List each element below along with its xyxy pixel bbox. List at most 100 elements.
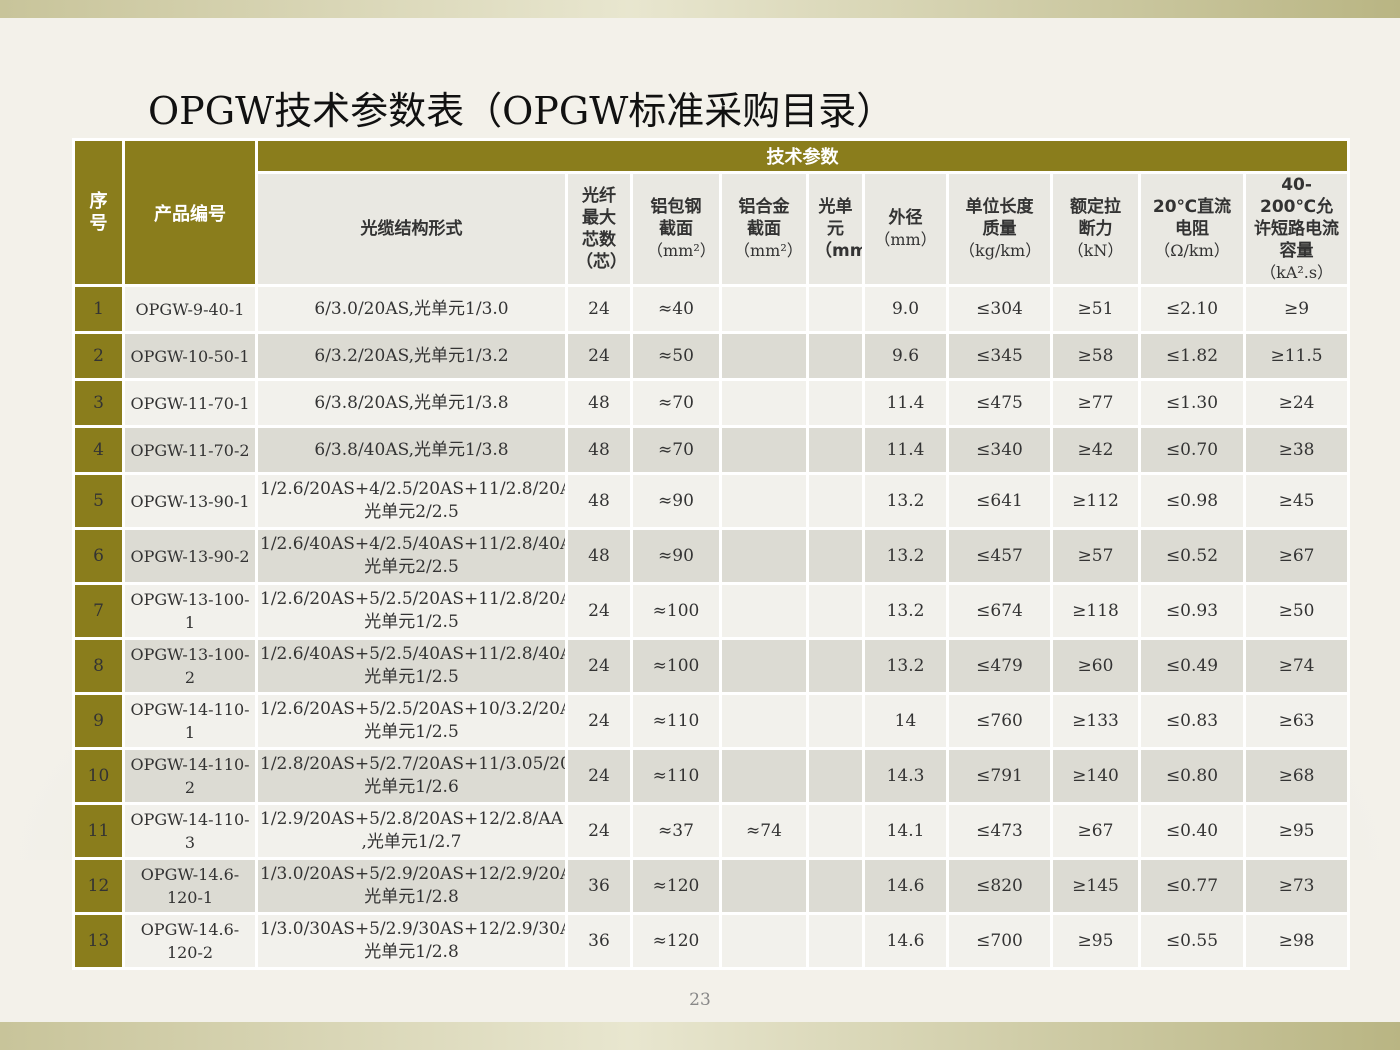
- cell-mass: ≤345: [946, 331, 1053, 381]
- cell-unit-element: [806, 692, 865, 750]
- cell-fiber-count: 36: [565, 857, 633, 915]
- cell-resistance: ≤0.70: [1138, 425, 1246, 475]
- cell-structure: 1/2.6/20AS+4/2.5/20AS+11/2.8/20AS,光单元2/2…: [255, 472, 568, 530]
- cell-diameter: 11.4: [862, 425, 949, 475]
- cell-unit-element: [806, 472, 865, 530]
- cell-seq: 5: [72, 472, 125, 530]
- header-resistance: 20℃直流电阻 （Ω/km）: [1138, 171, 1246, 287]
- cell-mass: ≤304: [946, 284, 1053, 334]
- table-row: 11 OPGW-14-110-3 1/2.9/20AS+5/2.8/20AS+12/…: [72, 802, 1351, 860]
- cell-resistance: ≤2.10: [1138, 284, 1246, 334]
- cell-short-circuit: ≥63: [1242, 692, 1351, 750]
- cell-tensile: ≥95: [1050, 912, 1141, 970]
- cell-acs-section: ≈120: [630, 912, 722, 970]
- cell-mass: ≤641: [946, 472, 1053, 530]
- cell-structure: 6/3.8/20AS,光单元1/3.8: [255, 378, 568, 428]
- cell-structure: 6/3.8/40AS,光单元1/3.8: [255, 425, 568, 475]
- cell-mass: ≤475: [946, 378, 1053, 428]
- cell-resistance: ≤1.82: [1138, 331, 1246, 381]
- table-row: 9 OPGW-14-110-1 1/2.6/20AS+5/2.5/20AS+10/3…: [72, 692, 1351, 750]
- cell-acs-section: ≈70: [630, 378, 722, 428]
- cell-structure: 6/3.0/20AS,光单元1/3.0: [255, 284, 568, 334]
- cell-mass: ≤457: [946, 527, 1053, 585]
- cell-unit-element: [806, 527, 865, 585]
- cell-tensile: ≥140: [1050, 747, 1141, 805]
- cell-diameter: 14.3: [862, 747, 949, 805]
- cell-seq: 7: [72, 582, 125, 640]
- table-body: 1 OPGW-9-40-1 6/3.0/20AS,光单元1/3.0 24 ≈40 9.0 ≤…: [72, 284, 1351, 970]
- header-acs-section: 铝包钢截面 （mm²）: [630, 171, 722, 287]
- cell-short-circuit: ≥11.5: [1242, 331, 1351, 381]
- cell-resistance: ≤0.55: [1138, 912, 1246, 970]
- cell-structure: 1/2.8/20AS+5/2.7/20AS+11/3.05/20AS,光单元1/…: [255, 747, 568, 805]
- cell-fiber-count: 48: [565, 378, 633, 428]
- header-acs-label: 铝包钢截面: [650, 197, 702, 239]
- table-row: 6 OPGW-13-90-2 1/2.6/40AS+4/2.5/40AS+11/2.…: [72, 527, 1351, 585]
- cell-resistance: ≤0.93: [1138, 582, 1246, 640]
- cell-fiber-count: 24: [565, 331, 633, 381]
- table-row: 7 OPGW-13-100-1 1/2.6/20AS+5/2.5/20AS+11/2…: [72, 582, 1351, 640]
- cell-product-code: OPGW-13-90-1: [122, 472, 258, 530]
- cell-fiber-count: 24: [565, 637, 633, 695]
- cell-resistance: ≤0.83: [1138, 692, 1246, 750]
- cell-alloy-section: [719, 378, 809, 428]
- cell-seq: 9: [72, 692, 125, 750]
- cell-diameter: 14.6: [862, 857, 949, 915]
- table-row: 4 OPGW-11-70-2 6/3.8/40AS,光单元1/3.8 48 ≈70 11.…: [72, 425, 1351, 475]
- cell-tensile: ≥118: [1050, 582, 1141, 640]
- cell-resistance: ≤0.77: [1138, 857, 1246, 915]
- top-decor-band: [0, 0, 1400, 18]
- cell-alloy-section: [719, 472, 809, 530]
- cell-seq: 1: [72, 284, 125, 334]
- header-short-circuit-label: 40-200℃允许短路电流容量: [1254, 175, 1340, 262]
- cell-mass: ≤700: [946, 912, 1053, 970]
- cell-product-code: OPGW-13-100-2: [122, 637, 258, 695]
- cell-acs-section: ≈110: [630, 692, 722, 750]
- header-tensile-label: 额定拉断力: [1070, 197, 1121, 239]
- cell-unit-element: [806, 912, 865, 970]
- cell-resistance: ≤0.40: [1138, 802, 1246, 860]
- table-row: 2 OPGW-10-50-1 6/3.2/20AS,光单元1/3.2 24 ≈50 9.6…: [72, 331, 1351, 381]
- cell-alloy-section: [719, 425, 809, 475]
- page-number: 23: [689, 990, 711, 1010]
- cell-diameter: 14.1: [862, 802, 949, 860]
- cell-fiber-count: 48: [565, 425, 633, 475]
- cell-alloy-section: [719, 527, 809, 585]
- cell-alloy-section: ≈74: [719, 802, 809, 860]
- header-structure: 光缆结构形式: [255, 171, 568, 287]
- cell-mass: ≤820: [946, 857, 1053, 915]
- cell-alloy-section: [719, 582, 809, 640]
- cell-unit-element: [806, 425, 865, 475]
- cell-unit-element: [806, 378, 865, 428]
- cell-unit-element: [806, 637, 865, 695]
- cell-resistance: ≤1.30: [1138, 378, 1246, 428]
- cell-product-code: OPGW-14.6-120-2: [122, 912, 258, 970]
- cell-structure: 1/2.6/40AS+5/2.5/40AS+11/2.8/40AS,光单元1/2…: [255, 637, 568, 695]
- header-mass-label: 单位长度质量: [965, 197, 1034, 239]
- cell-unit-element: [806, 331, 865, 381]
- header-product-code: 产品编号: [122, 138, 258, 287]
- cell-product-code: OPGW-11-70-1: [122, 378, 258, 428]
- header-unit-element: 光单元（mm²）: [806, 171, 865, 287]
- cell-mass: ≤473: [946, 802, 1053, 860]
- cell-acs-section: ≈100: [630, 637, 722, 695]
- cell-fiber-count: 24: [565, 692, 633, 750]
- cell-short-circuit: ≥9: [1242, 284, 1351, 334]
- cell-short-circuit: ≥24: [1242, 378, 1351, 428]
- cell-diameter: 11.4: [862, 378, 949, 428]
- cell-mass: ≤760: [946, 692, 1053, 750]
- cell-diameter: 9.6: [862, 331, 949, 381]
- table-row: 1 OPGW-9-40-1 6/3.0/20AS,光单元1/3.0 24 ≈40 9.0 ≤…: [72, 284, 1351, 334]
- cell-tensile: ≥77: [1050, 378, 1141, 428]
- table-row: 3 OPGW-11-70-1 6/3.8/20AS,光单元1/3.8 48 ≈70 11.…: [72, 378, 1351, 428]
- cell-structure: 1/2.6/20AS+5/2.5/20AS+11/2.8/20AS,光单元1/2…: [255, 582, 568, 640]
- cell-seq: 2: [72, 331, 125, 381]
- cell-product-code: OPGW-14-110-1: [122, 692, 258, 750]
- cell-tensile: ≥112: [1050, 472, 1141, 530]
- cell-product-code: OPGW-10-50-1: [122, 331, 258, 381]
- cell-structure: 6/3.2/20AS,光单元1/3.2: [255, 331, 568, 381]
- cell-mass: ≤791: [946, 747, 1053, 805]
- cell-seq: 8: [72, 637, 125, 695]
- cell-resistance: ≤0.98: [1138, 472, 1246, 530]
- table-row: 5 OPGW-13-90-1 1/2.6/20AS+4/2.5/20AS+11/2.…: [72, 472, 1351, 530]
